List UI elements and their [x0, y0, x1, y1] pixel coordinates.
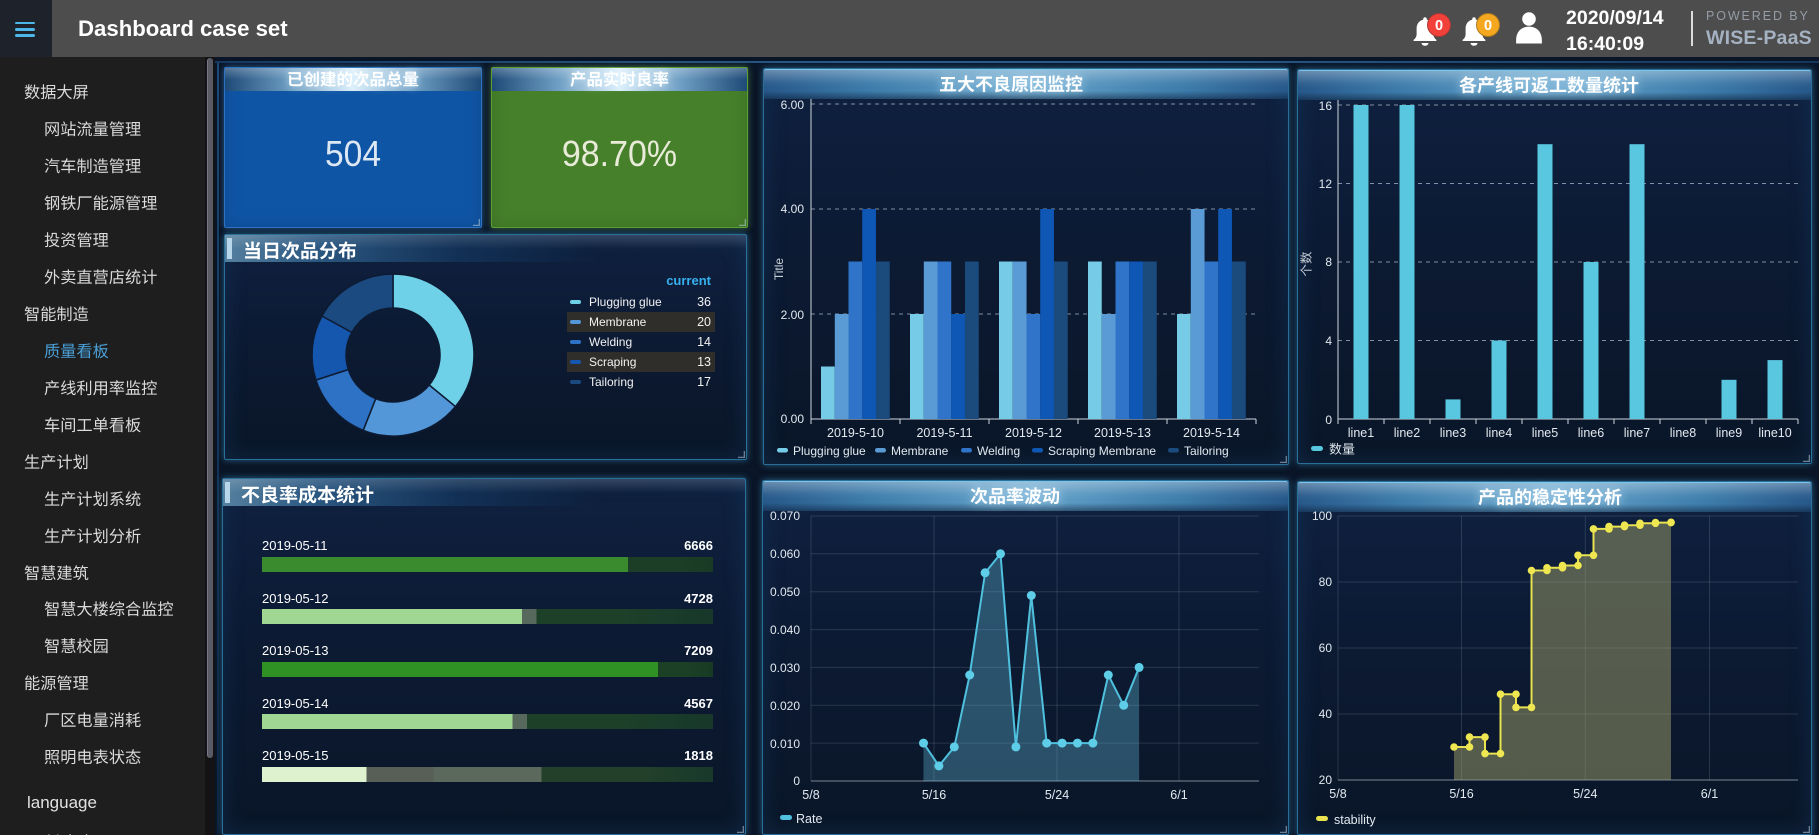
- svg-text:line3: line3: [1440, 426, 1466, 440]
- svg-text:5/8: 5/8: [1329, 787, 1346, 801]
- svg-text:5/24: 5/24: [1573, 787, 1597, 801]
- svg-text:line10: line10: [1758, 426, 1791, 440]
- svg-text:Title: Title: [772, 258, 786, 281]
- svg-text:2019-5-11: 2019-5-11: [916, 426, 972, 440]
- svg-text:5/16: 5/16: [922, 788, 946, 802]
- svg-text:2019-5-12: 2019-5-12: [1005, 426, 1062, 440]
- svg-text:line2: line2: [1394, 426, 1420, 440]
- svg-text:12: 12: [1319, 177, 1333, 191]
- svg-text:2019-5-13: 2019-5-13: [1094, 426, 1151, 440]
- svg-text:2019-5-14: 2019-5-14: [1183, 426, 1240, 440]
- svg-text:0.030: 0.030: [770, 661, 800, 675]
- svg-text:6.00: 6.00: [781, 98, 805, 112]
- svg-text:5/24: 5/24: [1045, 788, 1069, 802]
- svg-text:6/1: 6/1: [1170, 788, 1187, 802]
- svg-text:5/16: 5/16: [1449, 787, 1473, 801]
- svg-text:Plugging glue: Plugging glue: [793, 444, 866, 458]
- svg-text:16: 16: [1319, 99, 1333, 113]
- svg-text:line4: line4: [1486, 426, 1512, 440]
- svg-text:line8: line8: [1670, 426, 1696, 440]
- svg-text:0.00: 0.00: [781, 412, 805, 426]
- svg-text:0.010: 0.010: [770, 737, 800, 751]
- svg-text:80: 80: [1319, 575, 1333, 589]
- svg-text:0.020: 0.020: [770, 699, 800, 713]
- svg-text:100: 100: [1312, 509, 1332, 523]
- svg-text:2019-5-10: 2019-5-10: [827, 426, 884, 440]
- svg-text:0.060: 0.060: [770, 547, 800, 561]
- svg-text:60: 60: [1319, 641, 1333, 655]
- svg-text:Scraping Membrane: Scraping Membrane: [1048, 444, 1156, 458]
- svg-text:8: 8: [1325, 255, 1332, 269]
- svg-text:6/1: 6/1: [1701, 787, 1718, 801]
- svg-text:5/8: 5/8: [802, 788, 819, 802]
- svg-text:line9: line9: [1716, 426, 1742, 440]
- svg-text:line5: line5: [1532, 426, 1558, 440]
- svg-text:0: 0: [1325, 413, 1332, 427]
- svg-text:Welding: Welding: [977, 444, 1020, 458]
- svg-text:4: 4: [1325, 334, 1332, 348]
- svg-text:4.00: 4.00: [781, 202, 805, 216]
- svg-text:0: 0: [793, 774, 800, 788]
- svg-text:0.070: 0.070: [770, 509, 800, 523]
- svg-text:Tailoring: Tailoring: [1184, 444, 1229, 458]
- svg-text:0.050: 0.050: [770, 585, 800, 599]
- svg-text:20: 20: [1319, 773, 1333, 787]
- svg-text:line7: line7: [1624, 426, 1650, 440]
- svg-text:Membrane: Membrane: [891, 444, 949, 458]
- svg-text:Rate: Rate: [796, 812, 822, 826]
- svg-text:40: 40: [1319, 707, 1333, 721]
- svg-text:stability: stability: [1334, 813, 1376, 827]
- svg-text:0.040: 0.040: [770, 623, 800, 637]
- svg-text:line1: line1: [1348, 426, 1374, 440]
- svg-text:line6: line6: [1578, 426, 1604, 440]
- svg-text:2.00: 2.00: [781, 308, 805, 322]
